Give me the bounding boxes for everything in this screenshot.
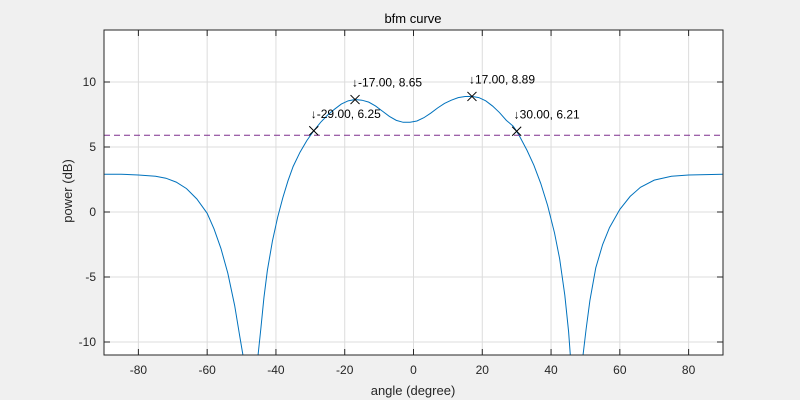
- y-tick-label: -10: [79, 335, 97, 349]
- marker-x-stroke: [308, 125, 319, 136]
- marker-label: ↓-17.00, 8.65: [352, 76, 422, 90]
- marker-x-stroke: [350, 94, 360, 105]
- x-tick-label: 80: [682, 363, 696, 377]
- chart-title: bfm curve: [384, 11, 441, 26]
- x-tick-label: -80: [130, 363, 148, 377]
- x-tick-label: 40: [544, 363, 558, 377]
- x-tick-label: 0: [410, 363, 417, 377]
- series-layer: [104, 95, 723, 355]
- marker-x-stroke: [467, 91, 477, 102]
- x-tick-label: 20: [476, 363, 490, 377]
- y-tick-label: -5: [85, 270, 96, 284]
- x-tick-label: -60: [198, 363, 216, 377]
- marker-label: ↓17.00, 8.89: [469, 72, 535, 86]
- series-line-bfm: [104, 95, 723, 355]
- y-axis-label: power (dB): [60, 159, 75, 223]
- grid-lines: [104, 30, 723, 355]
- y-tick-label: 10: [83, 75, 97, 89]
- x-tick-label: 60: [613, 363, 627, 377]
- y-tick-label: 0: [89, 205, 96, 219]
- marker-label: ↓30.00, 6.21: [514, 107, 580, 121]
- markers-layer: ↓-17.00, 8.65 ↓-29.00, 6.25 ↓17.00, 8.89 ↓3…: [308, 72, 580, 137]
- x-axis-label: angle (degree): [371, 383, 456, 398]
- marker-x-stroke: [511, 126, 522, 137]
- x-tick-label: -20: [336, 363, 354, 377]
- x-tick-label: -40: [267, 363, 285, 377]
- axis-ticks: -80 -60 -40 -20 0 20 40 60 80 -10 -5 0 5 10: [79, 30, 723, 377]
- marker-label: ↓-29.00, 6.25: [311, 107, 381, 121]
- y-tick-label: 5: [89, 140, 96, 154]
